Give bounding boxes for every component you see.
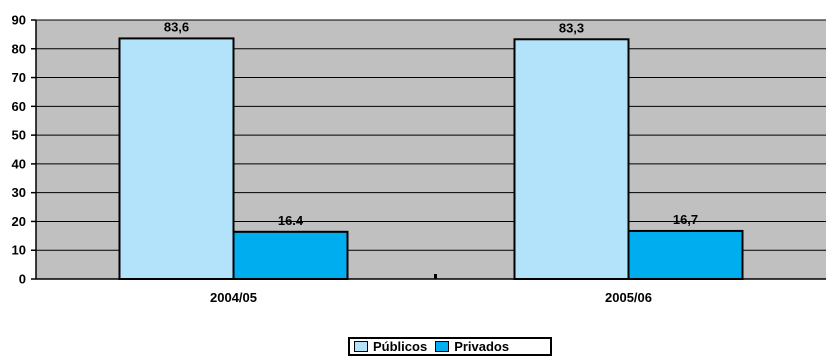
x-category-label: 2004/05 <box>210 290 257 305</box>
data-label: 16.4 <box>278 213 304 228</box>
legend-label-publicos: Públicos <box>373 339 428 354</box>
data-label: 83,6 <box>164 19 189 34</box>
y-tick-label: 90 <box>12 13 26 28</box>
y-tick-label: 80 <box>12 41 26 56</box>
legend-item-publicos: Públicos <box>354 339 427 354</box>
y-tick-label: 30 <box>12 185 26 200</box>
legend-label-privados: Privados <box>454 339 510 354</box>
bar-publicos-1 <box>513 38 630 280</box>
y-tick-label: 10 <box>12 243 26 258</box>
y-tick-label: 50 <box>12 128 26 143</box>
legend-swatch-privados <box>435 341 450 352</box>
legend-item-privados: Privados <box>435 339 509 354</box>
bar-privados-0 <box>232 230 349 280</box>
y-axis-ticks: 0 10 20 30 40 50 60 70 80 90 <box>12 13 36 287</box>
data-label: 83,3 <box>559 20 584 35</box>
axis-mark <box>434 274 437 279</box>
y-tick-label: 40 <box>12 156 26 171</box>
legend-swatch-publicos <box>354 341 368 352</box>
bars: 83,6 16.4 83,3 16,7 <box>118 19 744 281</box>
data-label: 16,7 <box>673 212 698 227</box>
x-axis-labels: 2004/05 2005/06 <box>210 290 652 305</box>
bar-publicos-0 <box>118 37 235 281</box>
bar-privados-1 <box>627 229 744 281</box>
y-tick-label: 60 <box>12 99 26 114</box>
y-tick-label: 70 <box>12 70 26 85</box>
y-tick-label: 20 <box>12 214 26 229</box>
legend: Públicos Privados <box>348 337 552 356</box>
x-category-label: 2005/06 <box>605 290 652 305</box>
y-tick-label: 0 <box>19 272 26 287</box>
